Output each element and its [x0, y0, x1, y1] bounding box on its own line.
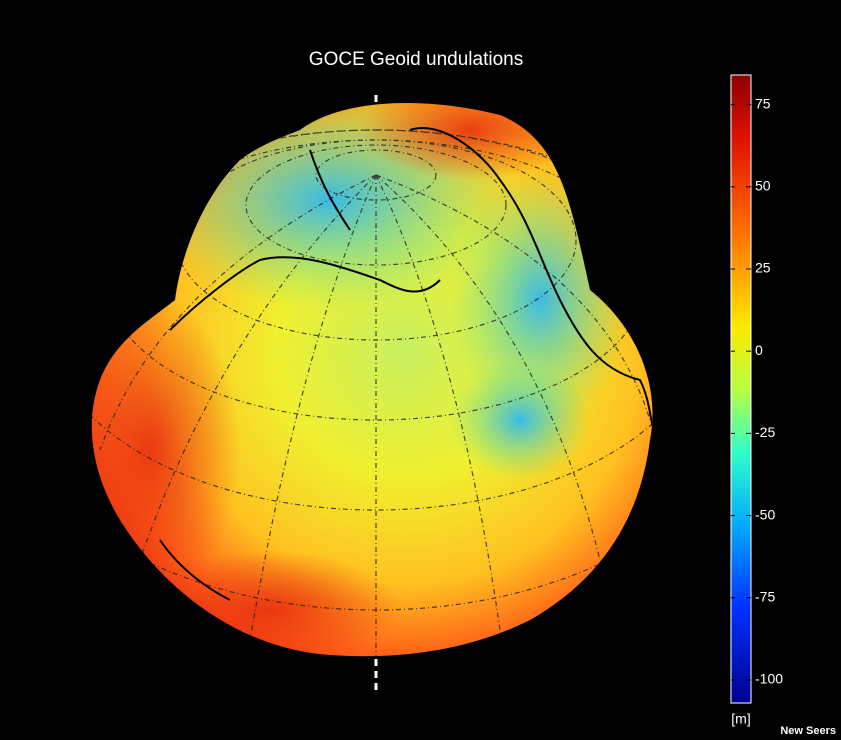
tick-label: 25 — [755, 260, 771, 276]
tick-label: -25 — [755, 424, 775, 440]
tick-label: -50 — [755, 506, 775, 522]
tick-label: 75 — [755, 95, 771, 111]
globe — [91, 103, 653, 657]
tick-label: -75 — [755, 588, 775, 604]
colorbar-ticks: 75 50 25 0 -25 -50 -75 -100 — [731, 95, 783, 687]
tick-label: 0 — [755, 342, 763, 358]
watermark: New Seers — [780, 725, 836, 737]
colorbar-unit: [m] — [731, 711, 750, 727]
colorbar — [730, 74, 752, 704]
tick-label: -100 — [755, 671, 783, 687]
title: GOCE Geoid undulations — [309, 49, 523, 70]
tick-label: 50 — [755, 177, 771, 193]
